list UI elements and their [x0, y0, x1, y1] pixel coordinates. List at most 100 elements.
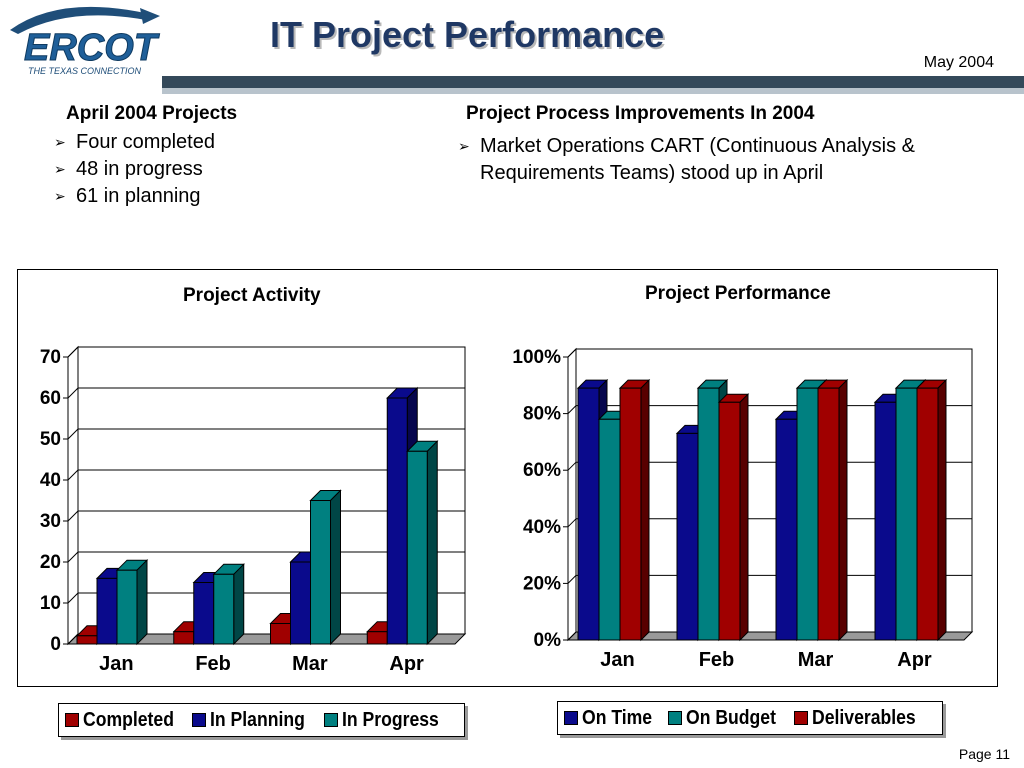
activity-bar — [406, 450, 428, 645]
performance-bar — [895, 387, 918, 641]
performance-bar — [775, 418, 798, 641]
process-improvements-heading: Project Process Improvements In 2004 — [466, 103, 815, 124]
performance-bar — [916, 387, 939, 641]
performance-bar-side — [640, 378, 650, 642]
performance-bar-side — [838, 378, 848, 642]
date-label: May 2004 — [923, 54, 994, 71]
april-projects-section: April 2004 Projects ➢ Four completed ➢ 48 … — [54, 103, 238, 210]
performance-x-tick-label: Mar — [798, 649, 834, 671]
activity-bar — [116, 569, 138, 645]
activity-y-tick-label: 10 — [40, 593, 61, 614]
activity-bar — [386, 397, 408, 645]
activity-x-tick-label: Apr — [389, 653, 424, 675]
performance-gridline-side — [567, 405, 577, 414]
header-rule-shadow — [162, 88, 1024, 94]
page-number: Page 11 — [958, 746, 1010, 762]
performance-side-wall — [567, 347, 577, 642]
activity-y-tick-label: 60 — [40, 388, 61, 409]
performance-x-tick-label: Apr — [897, 649, 932, 671]
ercot-logo: ERCOT THE TEXAS CONNECTION — [0, 0, 162, 80]
activity-gridline-side — [67, 469, 79, 481]
performance-gridline-side — [567, 348, 577, 358]
svg-text:THE TEXAS CONNECTION: THE TEXAS CONNECTION — [28, 66, 142, 76]
performance-bar-side — [937, 378, 947, 642]
process-improvements-list: ➢ Market Operations CART (Continuous Anal… — [456, 133, 976, 187]
activity-x-tick-label: Jan — [99, 653, 133, 675]
activity-bar — [193, 582, 215, 645]
activity-bar — [310, 500, 331, 645]
activity-bar — [76, 635, 98, 645]
performance-x-tick-label: Feb — [699, 649, 735, 671]
performance-y-tick-label: 60% — [523, 460, 561, 481]
performance-y-tick-label: 40% — [523, 517, 561, 538]
performance-y-tick-label: 100% — [512, 347, 561, 368]
chart-title-project-activity: Project Activity — [183, 285, 321, 306]
performance-bar — [676, 432, 699, 641]
activity-bar — [290, 561, 311, 645]
performance-bar — [718, 401, 741, 641]
project-performance-legend: On Time On Budget Deliverables — [557, 701, 943, 735]
activity-bar-side — [330, 489, 341, 646]
legend-item-on-budget: On Budget — [667, 707, 788, 730]
activity-y-tick-label: 40 — [40, 470, 61, 491]
project-activity-legend: Completed In Planning In Progress — [58, 703, 466, 737]
april-projects-heading: April 2004 Projects — [66, 103, 238, 124]
svg-text:ERCOT: ERCOT — [24, 27, 160, 69]
performance-y-tick-label: 80% — [523, 404, 561, 425]
list-item: ➢ Four completed — [52, 129, 237, 156]
activity-bar — [96, 577, 118, 645]
performance-gridline-side — [567, 575, 577, 584]
performance-bar — [796, 387, 819, 641]
legend-swatch — [667, 711, 682, 725]
activity-bar — [270, 623, 291, 645]
activity-gridline-side — [67, 633, 79, 645]
activity-gridline-side — [67, 551, 79, 563]
arrow-bullet-icon: ➢ — [54, 188, 66, 204]
april-projects-list: ➢ Four completed ➢ 48 in progress ➢ 61 in p… — [52, 129, 237, 210]
legend-item-in-progress: In Progress — [324, 709, 452, 732]
activity-bar — [366, 631, 388, 645]
legend-item-deliverables: Deliverables — [793, 707, 930, 730]
performance-y-tick-label: 0% — [534, 630, 562, 651]
activity-bar — [173, 631, 195, 645]
legend-swatch — [192, 713, 207, 727]
process-improvements-section: Project Process Improvements In 2004 ➢ Ma… — [458, 103, 976, 187]
legend-swatch — [793, 711, 808, 725]
activity-bar-side — [426, 440, 438, 646]
performance-bar-side — [739, 393, 749, 642]
list-item: ➢ 61 in planning — [52, 183, 237, 210]
activity-x-tick-label: Feb — [195, 653, 231, 675]
activity-side-wall — [67, 345, 79, 646]
performance-bar — [697, 387, 720, 641]
performance-gridline-side — [567, 518, 577, 528]
activity-gridline-side — [67, 510, 79, 522]
activity-bar — [213, 573, 235, 645]
legend-item-on-time: On Time — [564, 707, 662, 730]
activity-gridline-side — [67, 387, 79, 399]
activity-bar-side — [233, 563, 245, 646]
list-item: ➢ 48 in progress — [52, 156, 237, 183]
legend-item-completed: Completed — [65, 709, 186, 732]
charts-frame — [17, 269, 998, 687]
activity-x-tick-label: Mar — [292, 653, 328, 675]
performance-x-tick-label: Jan — [600, 649, 634, 671]
performance-bar — [874, 401, 897, 641]
activity-y-tick-label: 50 — [40, 429, 61, 450]
header-rule — [162, 76, 1024, 88]
performance-bar — [619, 387, 642, 641]
activity-y-tick-label: 20 — [40, 552, 61, 573]
activity-y-tick-label: 0 — [50, 634, 61, 655]
performance-y-tick-label: 20% — [523, 573, 561, 594]
activity-gridline-side — [67, 592, 79, 604]
performance-gridline-side — [567, 631, 577, 641]
performance-bar — [817, 387, 840, 641]
performance-bar — [598, 418, 621, 641]
arrow-bullet-icon: ➢ — [54, 134, 66, 150]
list-item: ➢ Market Operations CART (Continuous Anal… — [458, 135, 916, 184]
activity-y-tick-label: 30 — [40, 511, 61, 532]
legend-swatch — [65, 713, 79, 727]
activity-bar-side — [136, 558, 148, 646]
page-title: IT Project Performance — [270, 14, 665, 55]
activity-y-tick-label: 70 — [40, 347, 61, 368]
